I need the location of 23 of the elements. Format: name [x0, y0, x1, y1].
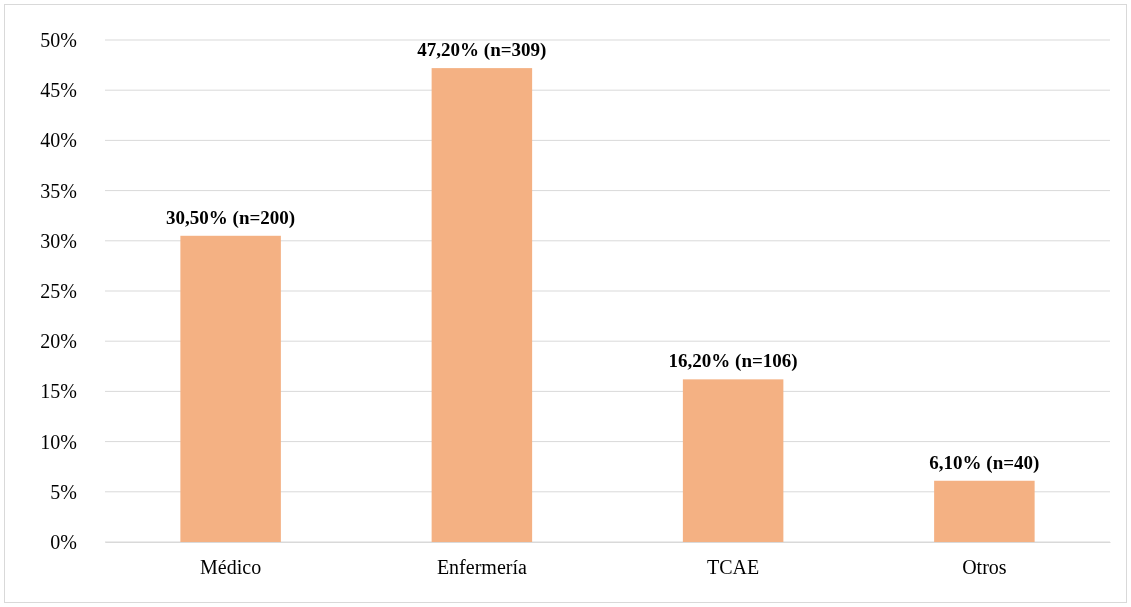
- x-tick-label: Otros: [962, 556, 1007, 579]
- y-tick-label: 40%: [40, 129, 77, 152]
- x-tick-label: TCAE: [707, 556, 760, 579]
- bar: [431, 68, 533, 542]
- y-tick-label: 25%: [40, 279, 77, 302]
- data-label: 6,10% (n=40): [929, 451, 1040, 474]
- y-tick-label: 5%: [50, 480, 77, 503]
- data-label: 16,20% (n=106): [668, 350, 798, 373]
- y-tick-label: 30%: [40, 229, 77, 252]
- data-label: 30,50% (n=200): [166, 206, 296, 229]
- data-label: 47,20% (n=309): [417, 39, 547, 62]
- y-tick-label: 35%: [40, 179, 77, 202]
- x-tick-label: Enfermería: [436, 556, 527, 579]
- x-tick-label: Médico: [200, 556, 262, 579]
- y-tick-label: 10%: [40, 430, 77, 453]
- bar: [180, 235, 281, 542]
- y-tick-label: 15%: [40, 380, 77, 403]
- bar: [934, 480, 1035, 542]
- y-tick-label: 50%: [40, 28, 77, 51]
- y-tick-label: 45%: [40, 79, 77, 102]
- y-tick-label: 0%: [50, 530, 77, 553]
- y-tick-label: 20%: [40, 330, 77, 353]
- bar: [682, 379, 784, 542]
